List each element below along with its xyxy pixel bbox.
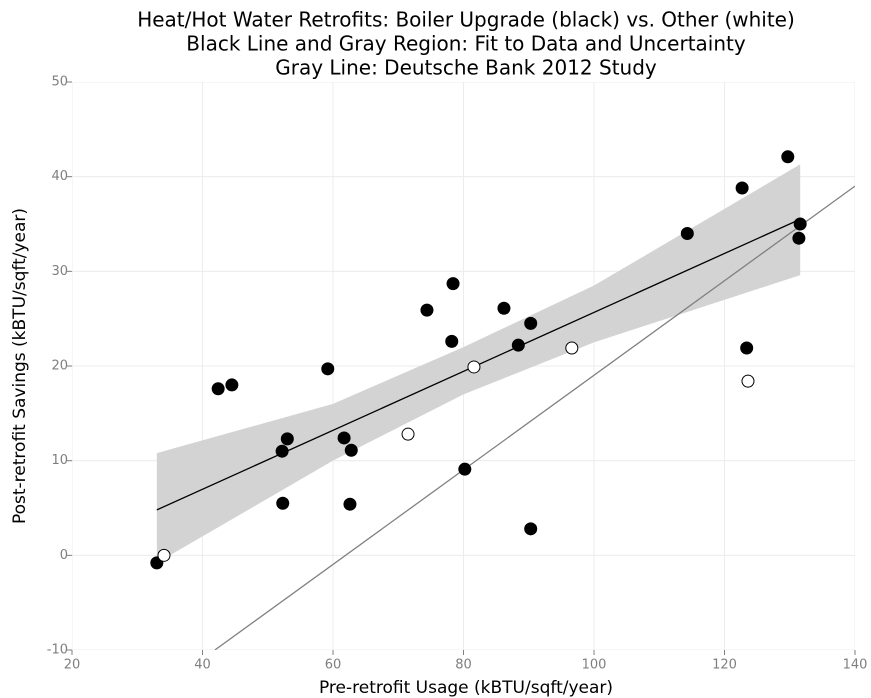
data-point	[276, 496, 290, 510]
y-tick-label: 50	[51, 75, 68, 90]
data-point	[458, 462, 472, 476]
chart-subtitle: Black Line and Gray Region: Fit to Data …	[186, 32, 746, 56]
data-point	[741, 374, 755, 388]
plot-area	[72, 82, 855, 650]
y-tick-label: 10	[51, 453, 68, 468]
data-point	[420, 303, 434, 317]
y-tick-label: 40	[51, 169, 68, 184]
x-axis-label: Pre-retrofit Usage (kBTU/sqft/year)	[319, 678, 613, 698]
data-point	[781, 150, 795, 164]
data-point	[343, 497, 357, 511]
data-point	[792, 231, 806, 245]
y-tick-label: 0	[60, 548, 68, 563]
x-tick-label: 20	[64, 658, 81, 673]
data-point	[401, 427, 415, 441]
data-point	[511, 338, 525, 352]
x-tick-label: 100	[582, 658, 607, 673]
data-point	[524, 316, 538, 330]
data-point	[225, 378, 239, 392]
data-point	[211, 382, 225, 396]
x-tick-label: 60	[325, 658, 342, 673]
data-point	[467, 360, 481, 374]
data-point	[157, 548, 171, 562]
chart-subtitle: Gray Line: Deutsche Bank 2012 Study	[275, 56, 657, 80]
data-point	[565, 341, 579, 355]
y-tick-label: -10	[47, 643, 68, 658]
chart-title: Heat/Hot Water Retrofits: Boiler Upgrade…	[137, 8, 795, 32]
x-tick-label: 140	[843, 658, 868, 673]
data-point	[275, 444, 289, 458]
data-point	[445, 334, 459, 348]
trend-line	[214, 185, 855, 650]
y-tick-label: 30	[51, 264, 68, 279]
data-point	[680, 226, 694, 240]
data-point	[280, 432, 294, 446]
data-point	[446, 277, 460, 291]
data-point	[497, 301, 511, 315]
data-point	[344, 443, 358, 457]
y-axis-label: Post-retrofit Savings (kBTU/sqft/year)	[10, 208, 30, 524]
x-tick-label: 40	[194, 658, 211, 673]
x-tick-label: 80	[455, 658, 472, 673]
data-point	[524, 522, 538, 536]
data-point	[793, 217, 807, 231]
data-point	[740, 341, 754, 355]
data-point	[337, 431, 351, 445]
data-point	[321, 362, 335, 376]
y-tick-label: 20	[51, 359, 68, 374]
x-tick-label: 120	[712, 658, 737, 673]
data-point	[735, 181, 749, 195]
